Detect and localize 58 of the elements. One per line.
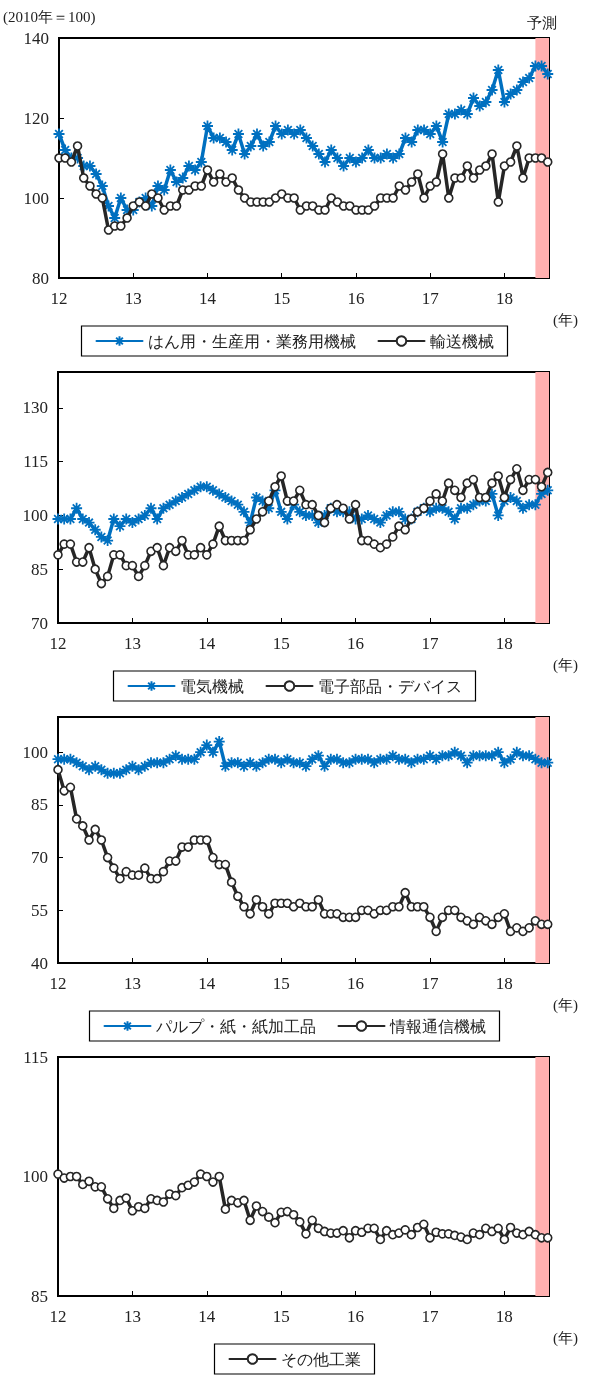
- y-tick-label: 140: [23, 28, 49, 48]
- x-tick-label: 13: [124, 289, 142, 308]
- x-tick-label: 17: [421, 634, 439, 653]
- x-tick-label: 16: [347, 1307, 365, 1326]
- y-tick-label: 115: [23, 452, 48, 472]
- y-tick-label: 100: [23, 188, 49, 208]
- legend-label: パルプ・紙・紙加工品: [154, 1017, 316, 1035]
- x-tick-label: 14: [198, 289, 217, 308]
- x-tick-label: 12: [49, 974, 67, 993]
- y-tick-label: 70: [31, 848, 48, 868]
- legend-label: 輸送機械: [429, 332, 494, 350]
- x-tick-label: 12: [49, 634, 67, 653]
- y-tick-label: 55: [31, 900, 48, 920]
- y-tick-label: 70: [31, 613, 48, 633]
- x-tick-label: 16: [347, 974, 365, 993]
- y-axis-title: (2010年＝100): [3, 8, 96, 26]
- legend-label: はん用・生産用・業務用機械: [147, 332, 356, 350]
- x-tick-label: 15: [273, 289, 291, 308]
- band-label: 予測: [527, 14, 558, 31]
- y-tick-label: 85: [31, 1286, 48, 1306]
- y-tick-label: 130: [22, 398, 48, 418]
- x-tick-label: 13: [123, 1307, 141, 1326]
- y-tick-label: 100: [22, 1167, 48, 1186]
- x-axis-title: (年): [553, 311, 578, 329]
- x-axis-title: (年): [553, 1329, 578, 1347]
- y-tick-label: 40: [31, 953, 48, 973]
- x-axis-title: (年): [553, 996, 578, 1014]
- legend-label: 情報通信機械: [388, 1017, 486, 1035]
- x-tick-label: 13: [123, 634, 141, 653]
- y-tick-label: 115: [23, 1047, 48, 1067]
- y-tick-label: 100: [22, 742, 48, 762]
- x-tick-label: 17: [421, 974, 439, 993]
- x-tick-label: 15: [272, 634, 290, 653]
- x-tick-label: 18: [495, 634, 513, 653]
- x-tick-label: 14: [198, 974, 216, 993]
- x-tick-label: 18: [495, 974, 513, 993]
- y-tick-label: 85: [31, 559, 48, 579]
- legend-label: 電子部品・デバイス: [317, 677, 462, 695]
- x-tick-label: 14: [198, 634, 216, 653]
- x-tick-label: 16: [347, 289, 365, 308]
- x-tick-label: 17: [421, 289, 440, 308]
- legend-label: その他工業: [280, 1350, 361, 1368]
- x-tick-label: 14: [198, 1307, 216, 1326]
- x-tick-label: 18: [495, 1307, 513, 1326]
- y-tick-label: 85: [31, 795, 48, 815]
- x-tick-label: 13: [123, 974, 141, 993]
- x-tick-label: 17: [421, 1307, 439, 1326]
- x-tick-label: 15: [272, 974, 290, 993]
- x-tick-label: 12: [50, 289, 68, 308]
- legend-label: 電気機械: [179, 677, 244, 695]
- y-tick-label: 80: [32, 268, 49, 288]
- x-tick-label: 16: [347, 634, 365, 653]
- y-tick-label: 100: [22, 505, 48, 525]
- x-tick-label: 12: [49, 1307, 67, 1326]
- x-tick-label: 18: [495, 289, 513, 308]
- x-axis-title: (年): [553, 656, 578, 674]
- x-tick-label: 15: [272, 1307, 290, 1326]
- y-tick-label: 120: [23, 108, 49, 128]
